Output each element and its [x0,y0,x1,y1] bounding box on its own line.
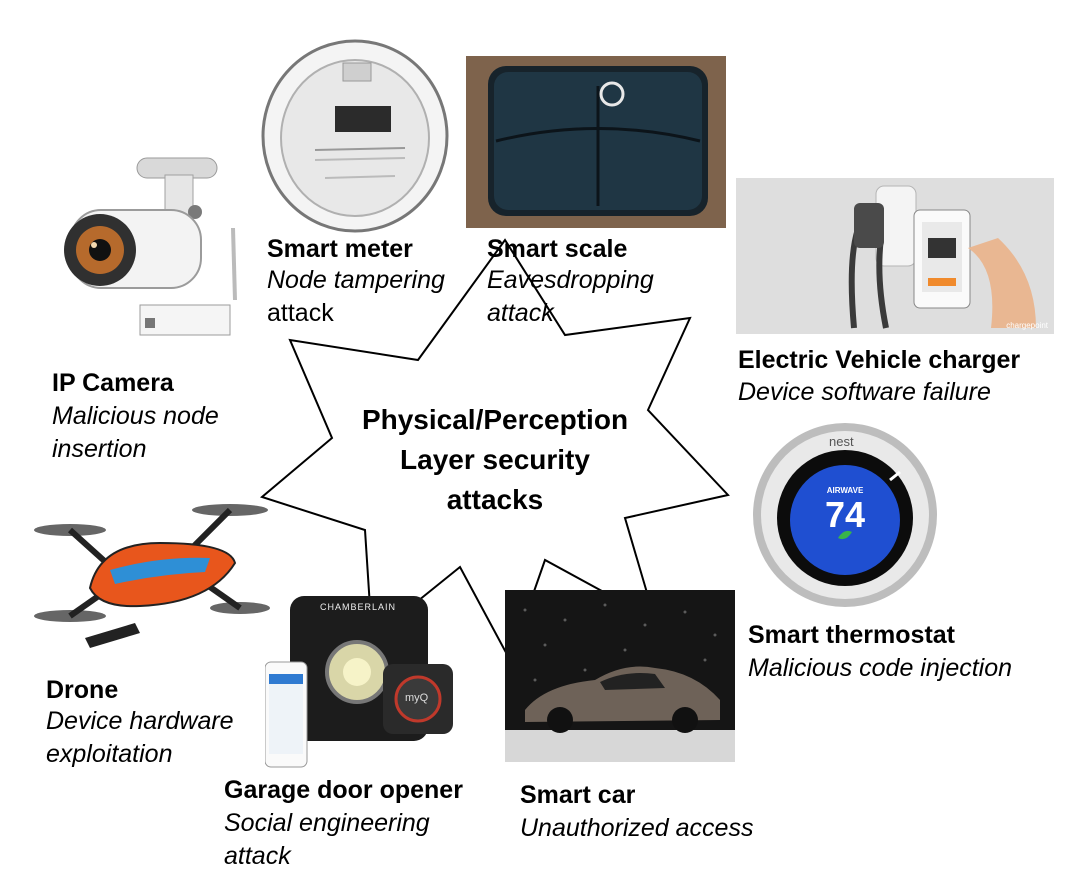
drone-attack: Device hardware exploitation [46,705,234,771]
thermostat-attack: Malicious code injection [748,654,1013,682]
thermostat-image: nest AIRWAVE 74 [750,420,940,610]
center-title: Physical/Perception Layer security attac… [330,400,660,520]
ip-camera-attack: Malicious node insertion [52,400,219,466]
smart-car-attack: Unauthorized access [520,814,754,842]
ip-camera-attack-line1: Malicious node [52,402,219,430]
smart-scale-name: Smart scale [487,235,628,263]
smart-scale-attack-line2: attack [487,299,554,327]
center-title-line3: attacks [446,484,544,515]
smart-car-name: Smart car [520,781,636,809]
thermostat-brand: nest [829,434,854,449]
smart-meter-name: Smart meter [267,235,413,263]
center-title-line1: Physical/Perception [361,404,629,435]
ip-camera-attack-line2: insertion [52,435,147,463]
thermostat-temperature: 74 [824,494,866,535]
smart-meter-image [255,38,455,233]
ip-camera-image [45,150,245,350]
garage-opener-image: CHAMBERLAIN myQ [265,592,475,774]
drone-name: Drone [46,676,119,704]
drone-attack-line1: Device hardware [46,707,234,735]
drone-attack-line2: exploitation [46,740,173,768]
ev-charger-image: chargepoint [736,178,1054,334]
smart-meter-attack-line1: Node tampering [267,266,445,294]
smart-scale-attack: Eavesdropping attack [487,264,654,330]
thermostat-name: Smart thermostat [748,621,955,649]
ev-charger-attack: Device software failure [738,378,991,406]
center-title-line2: Layer security [400,444,590,475]
garage-attack-line1: Social engineering [224,809,430,837]
smart-meter-attack-line2: attack [267,299,334,327]
drone-image [30,488,270,658]
smart-scale-image [466,56,726,228]
garage-attack: Social engineering attack [224,807,430,873]
smart-meter-attack: Node tampering attack [267,264,445,330]
ip-camera-name: IP Camera [52,369,174,397]
thermostat-screen-label: AIRWAVE [826,486,864,495]
smart-scale-attack-line1: Eavesdropping [487,266,654,294]
ev-charger-name: Electric Vehicle charger [738,346,1021,374]
garage-myq: myQ [405,692,429,704]
garage-brand: CHAMBERLAIN [320,602,397,612]
garage-attack-line2: attack [224,842,291,870]
garage-name: Garage door opener [224,776,463,804]
ev-charger-watermark: chargepoint [1006,321,1048,330]
smart-car-image [505,590,735,762]
